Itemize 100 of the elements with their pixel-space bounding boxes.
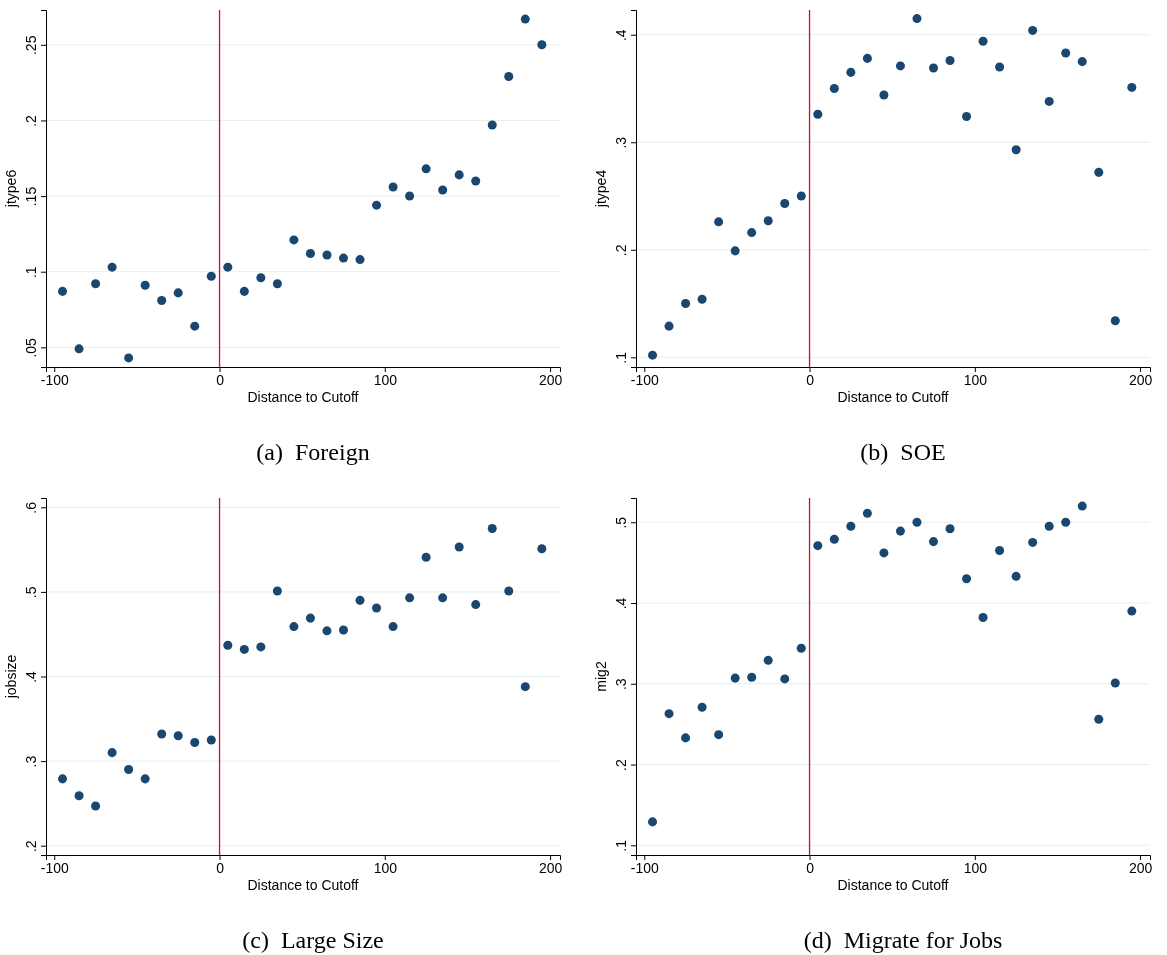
point (487, 523, 497, 533)
point (322, 250, 332, 260)
point (829, 534, 839, 544)
x-tick-label: 200 (1128, 859, 1153, 876)
point (355, 595, 365, 605)
point (58, 774, 68, 784)
point (1094, 167, 1104, 177)
point (107, 748, 117, 758)
point (487, 120, 497, 130)
point (697, 702, 707, 712)
point (289, 235, 299, 245)
point (140, 774, 150, 784)
point (813, 109, 823, 119)
y-tick-label: .25 (23, 35, 39, 56)
point (1061, 48, 1071, 58)
point (454, 542, 464, 552)
x-tick-label: -100 (40, 371, 69, 388)
y-tick-label: .5 (23, 586, 39, 599)
point (747, 228, 757, 238)
point (355, 255, 365, 265)
point (140, 280, 150, 290)
y-tick-label: .1 (613, 839, 629, 852)
point (239, 286, 249, 296)
point (91, 279, 101, 289)
x-tick-label: 0 (216, 859, 225, 876)
x-tick-label: 100 (963, 371, 988, 388)
point (372, 200, 382, 210)
point (846, 521, 856, 531)
point (107, 262, 117, 272)
point (223, 262, 233, 272)
point (780, 199, 790, 209)
point (1127, 606, 1137, 616)
y-axis-title: jtype6 (3, 169, 19, 209)
y-tick-label: .4 (613, 597, 629, 610)
point (763, 216, 773, 226)
point (1094, 714, 1104, 724)
point (813, 541, 823, 551)
point (714, 730, 724, 740)
point (157, 729, 167, 739)
point (862, 53, 872, 63)
point (173, 288, 183, 298)
point (895, 526, 905, 536)
point (730, 673, 740, 683)
x-tick-label: 100 (963, 859, 988, 876)
y-tick-label: .5 (613, 516, 629, 529)
point (405, 191, 415, 201)
text: (d) Migrate for Jobs (803, 927, 1003, 953)
point (537, 40, 547, 50)
y-tick-label: .4 (23, 670, 39, 683)
point (912, 517, 922, 527)
point (504, 72, 514, 82)
point (664, 709, 674, 719)
point (829, 83, 839, 93)
point (978, 613, 988, 623)
point (1110, 678, 1120, 688)
point (978, 36, 988, 46)
x-tick-label: 200 (538, 371, 563, 388)
y-tick-label: .2 (23, 114, 39, 127)
point (681, 733, 691, 743)
x-tick-label: 0 (806, 859, 815, 876)
point (272, 586, 282, 596)
point (879, 90, 889, 100)
point (421, 552, 431, 562)
point (697, 294, 707, 304)
point (206, 271, 216, 281)
point (780, 674, 790, 684)
point (1110, 316, 1120, 326)
y-tick-label: .3 (23, 755, 39, 768)
point (239, 644, 249, 654)
x-axis-title: Distance to Cutoff (247, 389, 359, 405)
point (438, 185, 448, 195)
point (945, 524, 955, 534)
x-axis-title: Distance to Cutoff (837, 877, 949, 893)
point (1011, 571, 1021, 581)
point (763, 655, 773, 665)
point (338, 625, 349, 635)
point (747, 672, 757, 682)
point (995, 545, 1005, 556)
point (206, 735, 216, 745)
point (157, 295, 167, 305)
point (91, 801, 101, 811)
point (796, 643, 806, 653)
point (223, 640, 233, 650)
point (1044, 521, 1054, 531)
point (372, 603, 382, 613)
y-tick-label: .3 (613, 678, 629, 691)
y-tick-label: .1 (23, 266, 39, 279)
point (730, 246, 740, 256)
point (454, 170, 464, 180)
point (421, 164, 431, 174)
point (879, 548, 889, 558)
point (124, 353, 134, 363)
point (388, 182, 398, 192)
point (289, 622, 299, 632)
point (124, 765, 134, 775)
point (520, 14, 530, 24)
y-tick-label: .2 (23, 840, 39, 853)
point (796, 191, 806, 201)
x-tick-label: 100 (373, 859, 398, 876)
y-tick-label: .3 (613, 136, 629, 149)
